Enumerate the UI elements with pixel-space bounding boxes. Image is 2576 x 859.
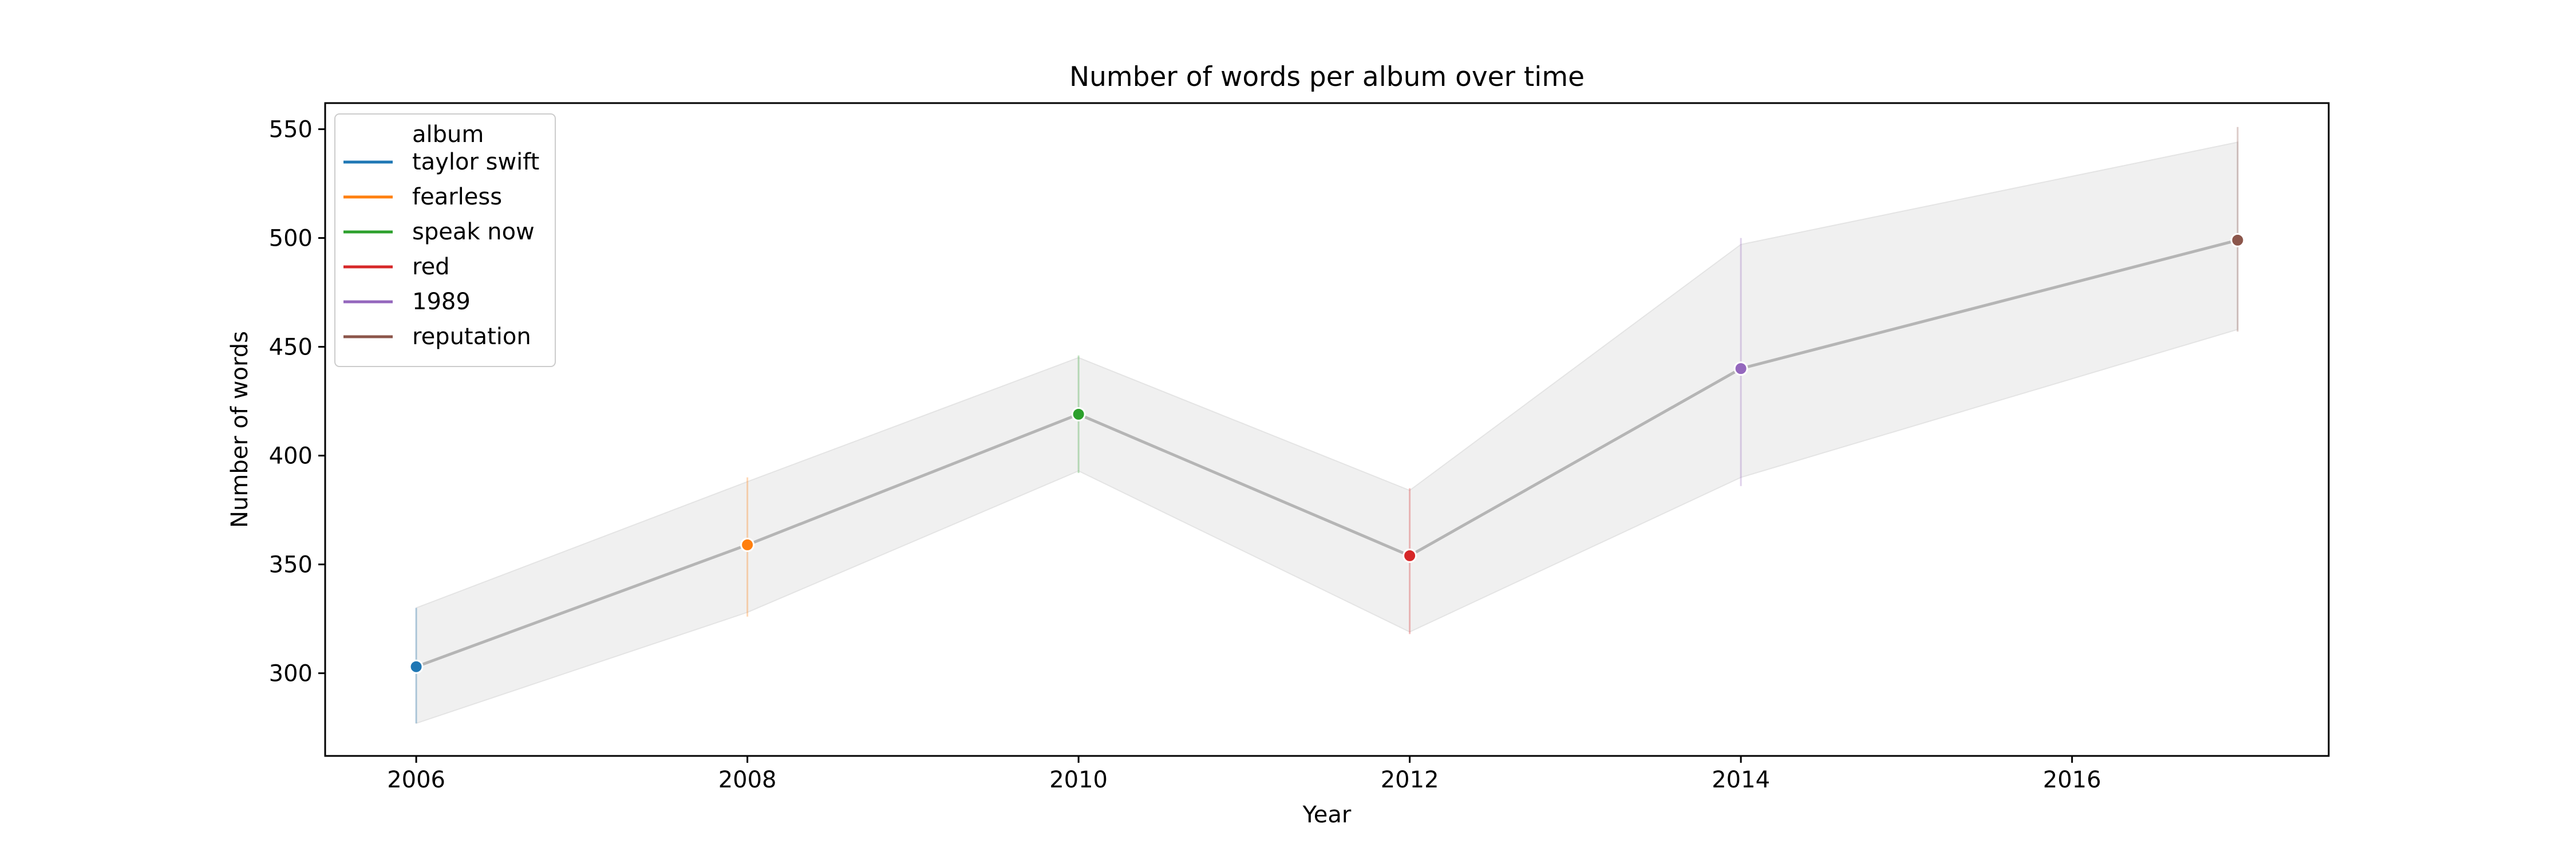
y-axis-ticks: 300 350 400 450 500 550 bbox=[269, 117, 325, 687]
y-tick-label: 500 bbox=[269, 226, 313, 252]
data-point bbox=[740, 537, 755, 552]
x-axis-ticks: 2006 2008 2010 2012 2014 2016 bbox=[387, 756, 2101, 793]
legend: album taylor swift fearless speak now red 19… bbox=[334, 113, 556, 367]
x-axis-label: Year bbox=[1302, 802, 1352, 828]
data-point bbox=[1402, 548, 1417, 563]
legend-label: red bbox=[412, 254, 450, 280]
chart-title: Number of words per album over time bbox=[1069, 61, 1585, 93]
data-point bbox=[409, 659, 424, 674]
data-point bbox=[1733, 361, 1748, 376]
legend-items: taylor swift fearless speak now red 1989 repu… bbox=[343, 149, 539, 350]
trend-line bbox=[416, 238, 2238, 668]
legend-label: taylor swift bbox=[412, 149, 539, 175]
trend-line-layer bbox=[416, 238, 2238, 668]
confidence-band-layer bbox=[416, 141, 2238, 724]
y-tick-label: 300 bbox=[269, 661, 313, 687]
x-tick-label: 2006 bbox=[387, 767, 445, 793]
legend-label: speak now bbox=[412, 219, 535, 245]
x-tick-label: 2010 bbox=[1049, 767, 1108, 793]
data-point bbox=[2230, 233, 2245, 247]
legend-title: album bbox=[412, 121, 484, 148]
legend-label: fearless bbox=[412, 184, 502, 210]
legend-box bbox=[334, 113, 556, 367]
x-tick-label: 2014 bbox=[1712, 767, 1770, 793]
y-tick-label: 400 bbox=[269, 443, 313, 470]
x-tick-label: 2008 bbox=[718, 767, 777, 793]
y-tick-label: 550 bbox=[269, 117, 313, 143]
y-axis-label: Number of words bbox=[227, 331, 253, 528]
plot-area-frame bbox=[324, 102, 2330, 757]
confidence-band bbox=[416, 141, 2238, 724]
y-tick-label: 450 bbox=[269, 334, 313, 361]
x-tick-label: 2012 bbox=[1381, 767, 1439, 793]
legend-label: reputation bbox=[412, 324, 531, 350]
data-point-layer bbox=[409, 233, 2245, 674]
y-tick-label: 350 bbox=[269, 552, 313, 578]
legend-label: 1989 bbox=[412, 289, 471, 315]
x-tick-label: 2016 bbox=[2043, 767, 2101, 793]
data-point bbox=[1071, 407, 1086, 421]
